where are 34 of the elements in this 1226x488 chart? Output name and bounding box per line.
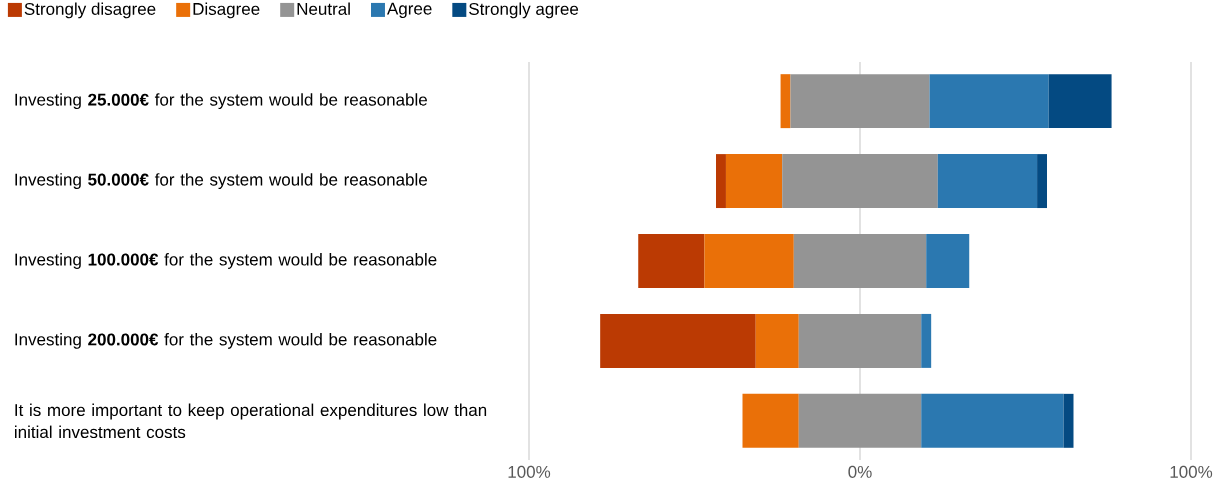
bar (1048, 74, 1112, 129)
bar (929, 74, 1049, 129)
legend-label: Agree (386, 2, 432, 19)
bar (790, 74, 930, 129)
legend-label: Strongly agree (469, 2, 579, 19)
x-tick-label: 100% (1170, 465, 1213, 478)
bar (600, 313, 756, 368)
y-tick-label: Investing 200.000€ for the system would be reasonable (15, 332, 437, 349)
legend-label: Disagree (193, 2, 260, 19)
bar (937, 154, 1038, 209)
bar (1037, 154, 1048, 209)
x-tick-label: 100% (508, 465, 551, 478)
bar (716, 154, 726, 209)
bar (755, 313, 799, 368)
bar (780, 74, 791, 129)
bar (798, 393, 922, 448)
bar (725, 154, 783, 209)
y-tick-label: Investing 50.000€ for the system would be reasonable (15, 173, 427, 189)
bar (1063, 393, 1074, 448)
y-tick-label: Investing 25.000€ for the system would be reasonable (15, 93, 427, 110)
bar (704, 234, 794, 288)
bar (793, 234, 927, 288)
bar (798, 313, 922, 368)
y-tick-label: It is more important to keep operational expenditures low than initial investment costs (15, 403, 487, 439)
bar (921, 313, 932, 368)
bar (921, 393, 1064, 448)
bar (742, 393, 799, 448)
x-tick-label: 0% (848, 465, 872, 478)
legend-label: Strongly disagree (24, 2, 156, 19)
y-tick-label: Investing 100.000€ for the system would be reasonable (15, 253, 437, 269)
bar (782, 154, 938, 209)
legend-label: Neutral (297, 2, 350, 15)
bar (638, 234, 705, 288)
bar (926, 234, 970, 288)
